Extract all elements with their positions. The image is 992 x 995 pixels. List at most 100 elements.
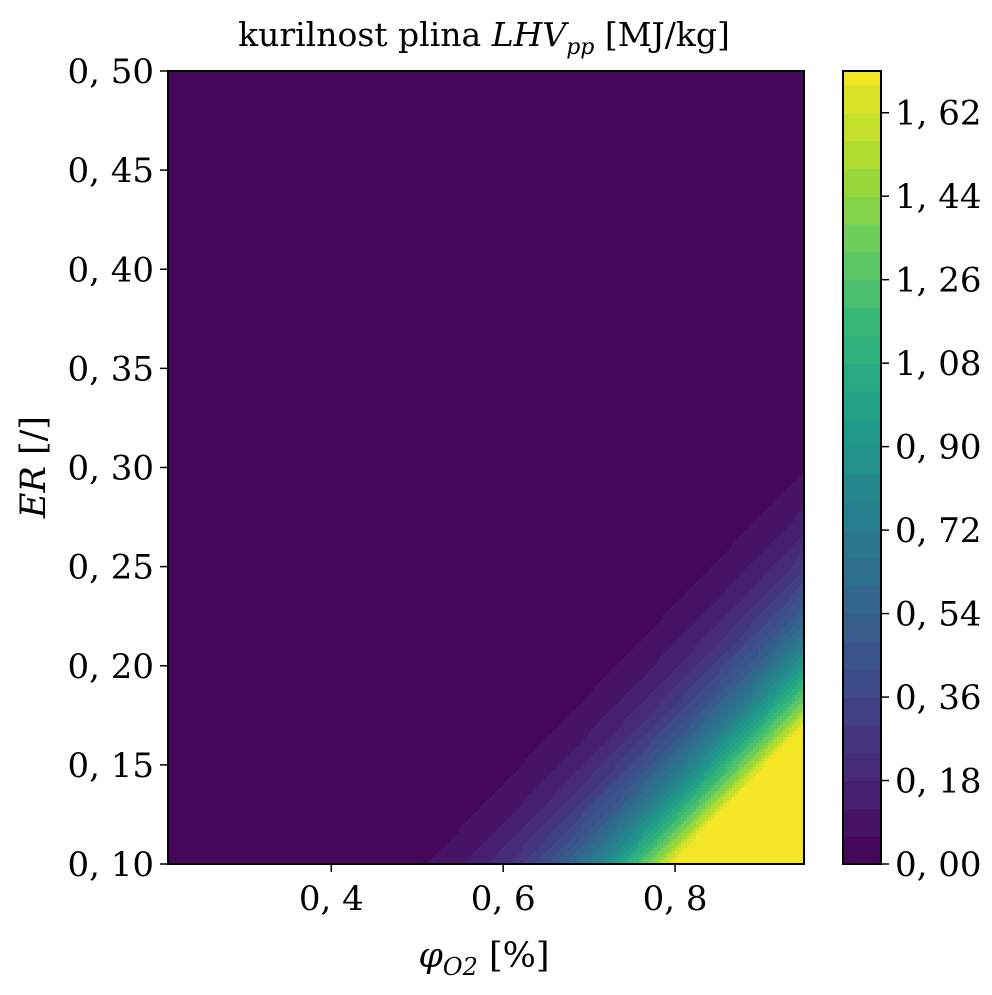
contour-cell	[636, 794, 640, 798]
contour-cell	[693, 713, 697, 717]
contour-cell	[663, 629, 667, 633]
contour-cell	[561, 770, 565, 774]
contour-cell	[678, 626, 682, 630]
contour-cell	[561, 758, 565, 762]
contour-cell	[666, 692, 670, 696]
contour-cell	[501, 797, 505, 801]
contour-cell	[711, 746, 715, 750]
contour-cell	[483, 812, 487, 816]
contour-cell	[675, 728, 679, 732]
contour-cell	[660, 728, 664, 732]
contour-cell	[696, 761, 700, 765]
contour-cell	[543, 779, 547, 783]
contour-cell	[633, 767, 637, 771]
contour-cell	[537, 803, 541, 807]
contour-cell	[624, 737, 628, 741]
contour-cell	[582, 791, 586, 795]
contour-cell	[576, 761, 580, 765]
contour-cell	[660, 683, 664, 687]
contour-cell	[615, 731, 619, 735]
contour-cell	[654, 803, 658, 807]
contour-cell	[696, 752, 700, 756]
contour-cell	[648, 728, 652, 732]
contour-cell	[603, 806, 607, 810]
contour-cell	[714, 656, 718, 660]
contour-cell	[708, 836, 712, 840]
contour-cell	[702, 716, 706, 720]
contour-cell	[639, 665, 643, 669]
contour-cell	[660, 713, 664, 717]
contour-cell	[690, 836, 694, 840]
contour-cell	[681, 689, 685, 693]
contour-cell	[654, 740, 658, 744]
contour-cell	[597, 788, 601, 792]
contour-cell	[648, 677, 652, 681]
contour-cell	[507, 854, 511, 858]
contour-cell	[546, 749, 550, 753]
contour-cell	[711, 650, 715, 654]
contour-cell	[591, 794, 595, 798]
contour-cell	[693, 605, 697, 609]
contour-cell	[453, 836, 457, 840]
contour-cell	[612, 668, 616, 672]
contour-cell	[642, 758, 646, 762]
contour-cell	[708, 677, 712, 681]
contour-cell	[648, 848, 652, 852]
contour-cell	[486, 830, 490, 834]
contour-cell	[687, 806, 691, 810]
contour-cell	[669, 836, 673, 840]
contour-cell	[591, 695, 595, 699]
contour-cell	[666, 620, 670, 624]
contour-cell	[597, 809, 601, 813]
contour-cell	[714, 743, 718, 747]
contour-cell	[621, 851, 625, 855]
contour-cell	[636, 758, 640, 762]
contour-cell	[576, 752, 580, 756]
contour-cell	[657, 650, 661, 654]
contour-cell	[516, 770, 520, 774]
contour-cell	[660, 839, 664, 843]
contour-cell	[708, 821, 712, 825]
contour-cell	[687, 638, 691, 642]
contour-cell	[708, 599, 712, 603]
contour-cell	[690, 854, 694, 858]
contour-cell	[576, 713, 580, 717]
contour-cell	[630, 728, 634, 732]
contour-cell	[639, 722, 643, 726]
contour-cell	[699, 737, 703, 741]
contour-cell	[636, 695, 640, 699]
contour-cell	[633, 692, 637, 696]
contour-cell	[459, 830, 463, 834]
contour-cell	[534, 845, 538, 849]
contour-cell	[498, 827, 502, 831]
contour-cell	[711, 626, 715, 630]
contour-cell	[687, 797, 691, 801]
contour-cell	[663, 782, 667, 786]
contour-cell	[645, 662, 649, 666]
contour-cell	[672, 743, 676, 747]
contour-cell	[603, 704, 607, 708]
contour-cell	[588, 860, 592, 864]
contour-cell	[564, 842, 568, 846]
contour-cell	[612, 695, 616, 699]
contour-cell	[675, 824, 679, 828]
contour-cell	[639, 851, 643, 855]
contour-cell	[693, 746, 697, 750]
contour-cell	[696, 581, 700, 585]
contour-cell	[690, 689, 694, 693]
contour-cell	[639, 794, 643, 798]
contour-cell	[714, 575, 718, 579]
contour-cell	[636, 746, 640, 750]
contour-cell	[573, 782, 577, 786]
contour-cell	[669, 692, 673, 696]
contour-cell	[669, 758, 673, 762]
contour-cell	[609, 800, 613, 804]
contour-cell	[576, 791, 580, 795]
contour-cell	[618, 788, 622, 792]
contour-cell	[690, 647, 694, 651]
contour-cell	[561, 815, 565, 819]
contour-cell	[588, 848, 592, 852]
contour-cell	[714, 668, 718, 672]
contour-cell	[642, 743, 646, 747]
contour-cell	[549, 833, 553, 837]
